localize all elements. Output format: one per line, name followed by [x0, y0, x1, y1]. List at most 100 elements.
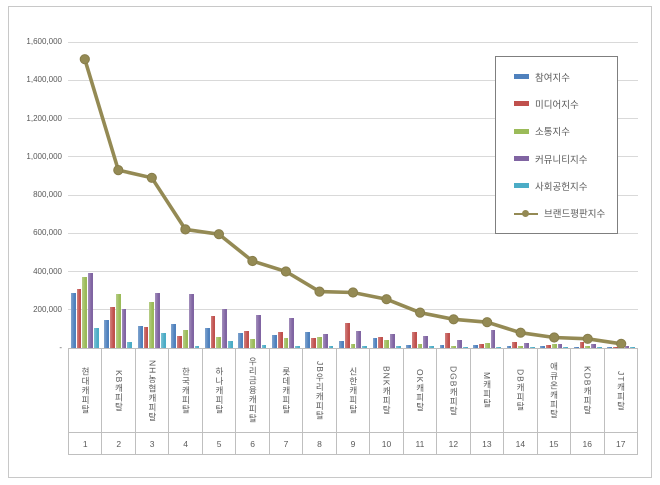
bar-group [504, 42, 538, 348]
category-cell: KB캐피탈 [101, 349, 134, 432]
rank-label: 3 [149, 438, 155, 449]
bar-group [269, 42, 303, 348]
rank-label: 7 [283, 438, 289, 449]
brand-index-marker [448, 314, 459, 325]
rank-number-row: 1 2 3 4 5 6 7 8 9 10 11 12 13 14 15 16 17 [68, 433, 638, 455]
category-label: 한국캐피탈 [180, 366, 191, 415]
bar-소통지수 [350, 343, 356, 348]
bar-미디어지수 [613, 347, 618, 348]
bar-소통지수 [551, 344, 557, 348]
rank-cell: 15 [536, 433, 570, 454]
rank-cell: 9 [335, 433, 369, 454]
category-label: M캐피탈 [482, 372, 493, 409]
rank-label: 6 [250, 438, 255, 449]
rank-label: 4 [183, 438, 188, 449]
bar-사회공헌지수 [630, 347, 636, 348]
bar-참여지수 [439, 345, 445, 348]
rank-cell: 14 [503, 433, 536, 454]
bar-참여지수 [506, 346, 512, 348]
gridline [68, 271, 638, 272]
legend-label: 미디어지수 [535, 99, 579, 111]
rank-label: 1 [82, 438, 88, 449]
bar-group [202, 42, 236, 348]
bar-group [537, 42, 571, 348]
bar-소통지수 [115, 294, 121, 348]
bar-사회공헌지수 [429, 346, 435, 348]
rank-label: 10 [381, 438, 392, 449]
bar-소통지수 [417, 344, 423, 348]
legend-label: 소통지수 [535, 127, 570, 139]
bar-커뮤니티지수 [356, 331, 362, 348]
category-cell: OK캐피탈 [402, 349, 436, 432]
bar-커뮤니티지수 [88, 273, 93, 348]
category-cell: 현대캐피탈 [68, 349, 101, 432]
rank-cell: 10 [369, 433, 402, 454]
category-cell: DGB캐피탈 [436, 349, 469, 432]
category-cell: DB캐피탈 [503, 349, 536, 432]
category-label: KB캐피탈 [113, 369, 124, 412]
brand-index-marker [213, 229, 224, 240]
bar-소통지수 [384, 340, 389, 348]
bar-미디어지수 [277, 331, 283, 348]
category-cell: 롯데캐피탈 [268, 349, 302, 432]
bar-커뮤니티지수 [490, 329, 496, 348]
gridline [68, 232, 638, 234]
bar-커뮤니티지수 [222, 308, 228, 348]
rank-cell: 17 [603, 433, 638, 454]
legend-swatch [514, 101, 529, 107]
bar-커뮤니티지수 [121, 308, 127, 348]
bar-참여지수 [104, 320, 110, 348]
gridline [68, 194, 638, 196]
bar-group [336, 42, 370, 348]
category-label: KDB캐피탈 [582, 366, 593, 415]
legend-label: 커뮤니티지수 [535, 154, 588, 166]
category-label: 애큐온캐피탈 [549, 362, 560, 419]
brand-index-marker [549, 332, 560, 343]
rank-cell: 7 [268, 433, 302, 454]
bar-group [169, 42, 203, 348]
bar-참여지수 [607, 347, 613, 348]
brand-index-marker [280, 266, 291, 277]
bar-참여지수 [372, 338, 378, 348]
bar-사회공헌지수 [496, 346, 502, 348]
category-cell: JB우리캐피탈 [302, 349, 335, 432]
bar-참여지수 [540, 346, 545, 348]
category-label: 현대캐피탈 [80, 366, 91, 415]
bar-참여지수 [406, 345, 411, 348]
rank-label: 11 [415, 438, 425, 449]
bar-커뮤니티지수 [456, 340, 462, 348]
bar-group [470, 42, 504, 348]
bar-소통지수 [250, 339, 255, 348]
bar-미디어지수 [445, 332, 451, 348]
rank-cell: 1 [68, 433, 101, 454]
bar-group [236, 42, 270, 348]
bar-사회공헌지수 [127, 342, 133, 348]
bar-미디어지수 [512, 341, 518, 348]
bar-커뮤니티지수 [557, 343, 563, 348]
bar-사회공헌지수 [328, 345, 334, 348]
gridline [68, 156, 638, 158]
plot-area [68, 41, 638, 349]
rank-label: 14 [515, 438, 526, 449]
bar-소통지수 [149, 302, 155, 348]
legend-item: 참여지수 [514, 70, 617, 84]
category-label: 신한캐피탈 [348, 366, 359, 415]
brand-index-marker [582, 333, 593, 344]
bar-미디어지수 [378, 337, 384, 348]
gridline [68, 118, 638, 119]
bar-사회공헌지수 [194, 345, 200, 348]
bar-미디어지수 [311, 338, 317, 348]
bar-소통지수 [585, 346, 591, 348]
bar-미디어지수 [143, 326, 149, 348]
category-label: JT캐피탈 [615, 370, 626, 411]
legend-swatch [514, 183, 529, 189]
bar-참여지수 [238, 333, 244, 348]
rank-label: 9 [350, 438, 356, 449]
bar-group [571, 42, 605, 348]
bar-소통지수 [518, 345, 524, 348]
bar-미디어지수 [210, 316, 216, 348]
rank-label: 13 [482, 438, 492, 449]
category-label: NH농협캐피탈 [147, 359, 158, 422]
bar-커뮤니티지수 [289, 317, 295, 348]
